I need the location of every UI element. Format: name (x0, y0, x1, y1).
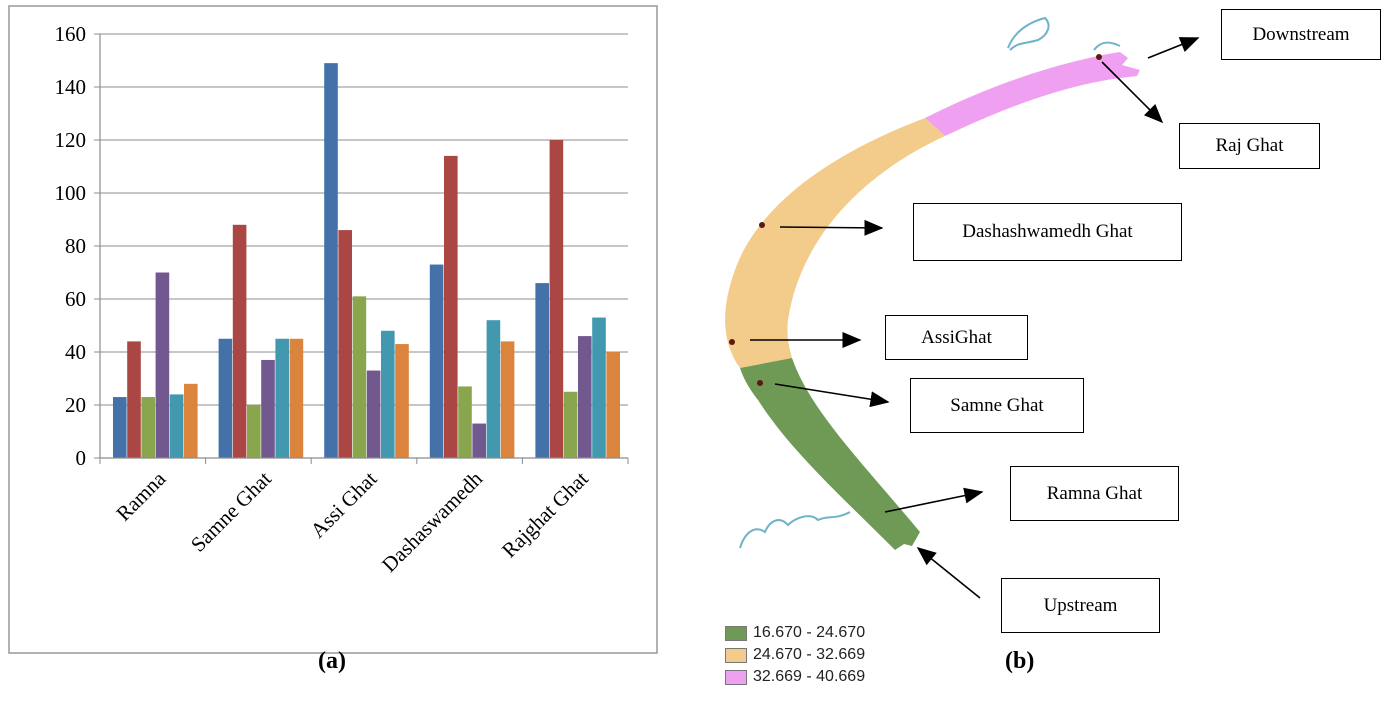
river-outline-top (1007, 16, 1050, 51)
dashashwamedh-marker (759, 222, 765, 228)
raj-ghat-marker (1096, 54, 1102, 60)
label-raj-ghat: Raj Ghat (1179, 123, 1320, 169)
legend-item-low: 16.670 - 24.670 (725, 622, 865, 644)
samne-marker (757, 380, 763, 386)
label-assi-ghat: AssiGhat (885, 315, 1028, 360)
y-tick-label: 100 (55, 181, 87, 205)
label-dashashwamedh-ghat: Dashashwamedh Ghat (913, 203, 1182, 261)
label-ramna-ghat: Ramna Ghat (1010, 466, 1179, 521)
chart-bars (113, 63, 620, 459)
y-tick-label: 60 (65, 287, 86, 311)
bar (275, 338, 289, 458)
segment-mid (725, 118, 945, 368)
bar (232, 224, 247, 458)
legend-swatch-mid (725, 647, 747, 663)
legend-swatch-low (725, 625, 747, 641)
bar (113, 397, 127, 458)
y-tick-label: 160 (55, 22, 87, 46)
map-legend: 16.670 - 24.670 24.670 - 32.669 32.669 -… (725, 622, 865, 688)
legend-swatch-high (725, 669, 747, 685)
pointer-arrows (750, 37, 1200, 599)
y-tick-label: 80 (65, 234, 86, 258)
bar (578, 336, 592, 458)
y-tick-label: 20 (65, 393, 86, 417)
caption-a: (a) (318, 648, 346, 674)
y-tick-label: 140 (55, 75, 87, 99)
segment-high (925, 52, 1140, 136)
assi-marker (729, 339, 735, 345)
bar (592, 317, 606, 458)
river-outline-bottom (739, 511, 851, 549)
bar (395, 344, 409, 458)
bar (127, 341, 141, 458)
bar (352, 296, 367, 458)
legend-item-high: 32.669 - 40.669 (725, 666, 865, 688)
bar (155, 272, 170, 458)
y-tick-label: 0 (76, 446, 87, 470)
river-outline-top-2 (1093, 41, 1121, 51)
bar (535, 283, 549, 458)
label-samne-ghat: Samne Ghat (910, 378, 1084, 433)
bar (500, 341, 515, 458)
bar (324, 63, 338, 459)
bar (444, 155, 458, 458)
label-upstream: Upstream (1001, 578, 1160, 633)
segment-low (740, 358, 920, 550)
bar (289, 338, 304, 458)
bar (472, 423, 486, 458)
bar (261, 359, 275, 458)
legend-label-low: 16.670 - 24.670 (753, 624, 866, 641)
bar (247, 405, 261, 458)
bar (338, 230, 352, 458)
y-tick-label: 40 (65, 340, 86, 364)
bar (169, 394, 184, 458)
y-tick-label: 120 (55, 128, 87, 152)
bar (366, 370, 381, 458)
bar (458, 386, 472, 458)
bar (429, 264, 444, 458)
bar (563, 391, 578, 458)
legend-label-mid: 24.670 - 32.669 (753, 646, 866, 663)
bar (381, 330, 395, 458)
legend-label-high: 32.669 - 40.669 (753, 668, 866, 685)
bar (549, 140, 564, 458)
legend-item-mid: 24.670 - 32.669 (725, 644, 865, 666)
bar (184, 383, 198, 458)
bar (141, 397, 155, 458)
bar (486, 320, 501, 458)
arrow-downstream (1147, 37, 1200, 59)
bar (606, 352, 620, 458)
caption-b: (b) (1005, 648, 1035, 674)
river-map (725, 16, 1200, 599)
bar (218, 338, 233, 458)
label-downstream: Downstream (1221, 9, 1381, 60)
